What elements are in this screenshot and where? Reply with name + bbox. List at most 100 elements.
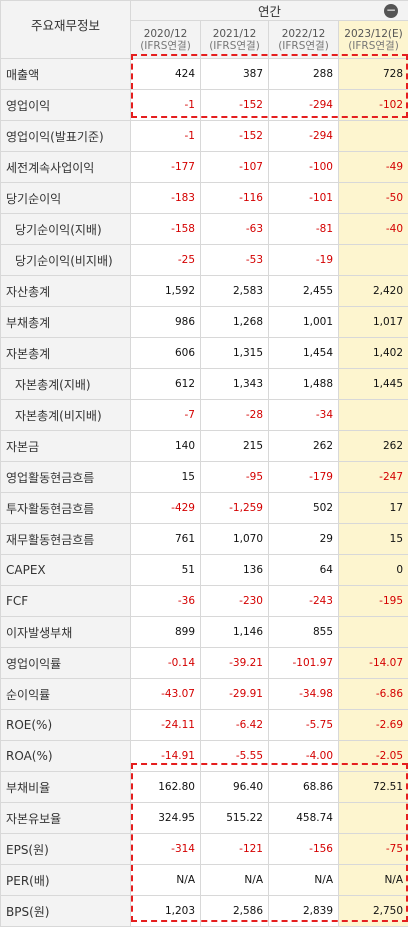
value-cell: -5.55 <box>201 741 269 772</box>
value-cell: 29 <box>269 524 339 555</box>
value-cell: 15 <box>339 524 408 555</box>
year-header: 2022/12(IFRS연결) <box>269 21 339 59</box>
value-cell: -247 <box>339 462 408 493</box>
year-header: 2023/12(E)(IFRS연결) <box>339 21 408 59</box>
value-cell: 606 <box>131 338 201 369</box>
value-cell: -5.75 <box>269 710 339 741</box>
value-cell: 1,268 <box>201 307 269 338</box>
value-cell <box>339 121 408 152</box>
value-cell: -25 <box>131 245 201 276</box>
row-label: 순이익률 <box>1 679 131 710</box>
row-net-income-noncontrolling: 당기순이익(비지배)-25-53-19 <box>1 245 408 276</box>
value-cell: -34.98 <box>269 679 339 710</box>
row-roa: ROA(%)-14.91-5.55-4.00-2.05 <box>1 741 408 772</box>
value-cell: -75 <box>339 834 408 865</box>
value-cell: 899 <box>131 617 201 648</box>
value-cell: -156 <box>269 834 339 865</box>
value-cell: -53 <box>201 245 269 276</box>
value-cell: 262 <box>339 431 408 462</box>
row-label: FCF <box>1 586 131 617</box>
value-cell: 1,146 <box>201 617 269 648</box>
value-cell: -24.11 <box>131 710 201 741</box>
row-label: EPS(원) <box>1 834 131 865</box>
value-cell: -2.05 <box>339 741 408 772</box>
value-cell: -183 <box>131 183 201 214</box>
row-label: 매출액 <box>1 59 131 90</box>
value-cell: -101 <box>269 183 339 214</box>
row-label: 영업이익률 <box>1 648 131 679</box>
value-cell: -152 <box>201 121 269 152</box>
row-label: 영업이익(발표기준) <box>1 121 131 152</box>
value-cell: 1,445 <box>339 369 408 400</box>
year-label: 2020/12 <box>133 28 198 40</box>
row-label: CAPEX <box>1 555 131 586</box>
row-label: 부채비율 <box>1 772 131 803</box>
row-label: 투자활동현금흐름 <box>1 493 131 524</box>
row-net-income-controlling: 당기순이익(지배)-158-63-81-40 <box>1 214 408 245</box>
value-cell: -36 <box>131 586 201 617</box>
value-cell: -95 <box>201 462 269 493</box>
value-cell: -102 <box>339 90 408 121</box>
value-cell: 1,017 <box>339 307 408 338</box>
value-cell: -6.42 <box>201 710 269 741</box>
value-cell: -63 <box>201 214 269 245</box>
value-cell: -81 <box>269 214 339 245</box>
value-cell: 2,583 <box>201 276 269 307</box>
value-cell: 262 <box>269 431 339 462</box>
value-cell: 68.86 <box>269 772 339 803</box>
period-header: 연간 − <box>131 1 408 21</box>
value-cell: 1,454 <box>269 338 339 369</box>
value-cell: -6.86 <box>339 679 408 710</box>
value-cell: -152 <box>201 90 269 121</box>
value-cell: 1,402 <box>339 338 408 369</box>
value-cell <box>339 245 408 276</box>
collapse-toggle-icon[interactable]: − <box>384 4 398 18</box>
year-header: 2020/12(IFRS연결) <box>131 21 201 59</box>
row-roe: ROE(%)-24.11-6.42-5.75-2.69 <box>1 710 408 741</box>
row-label: ROE(%) <box>1 710 131 741</box>
value-cell: 986 <box>131 307 201 338</box>
value-cell: 140 <box>131 431 201 462</box>
row-label: PER(배) <box>1 865 131 896</box>
row-eps: EPS(원)-314-121-156-75 <box>1 834 408 865</box>
row-label: 세전계속사업이익 <box>1 152 131 183</box>
year-label: 2023/12(E) <box>341 28 406 40</box>
row-operating-profit: 영업이익-1-152-294-102 <box>1 90 408 121</box>
value-cell: 0 <box>339 555 408 586</box>
accounting-basis-label: (IFRS연결) <box>341 40 406 52</box>
row-label: 자본총계(지배) <box>1 369 131 400</box>
value-cell: -28 <box>201 400 269 431</box>
accounting-basis-label: (IFRS연결) <box>203 40 266 52</box>
row-label: 부채총계 <box>1 307 131 338</box>
row-operating-margin: 영업이익률-0.14-39.21-101.97-14.07 <box>1 648 408 679</box>
value-cell: 1,343 <box>201 369 269 400</box>
value-cell: -243 <box>269 586 339 617</box>
value-cell: -4.00 <box>269 741 339 772</box>
value-cell: 612 <box>131 369 201 400</box>
value-cell: 64 <box>269 555 339 586</box>
value-cell: -49 <box>339 152 408 183</box>
value-cell: -1 <box>131 121 201 152</box>
value-cell: -107 <box>201 152 269 183</box>
row-label: 자본유보율 <box>1 803 131 834</box>
row-label: 자본총계 <box>1 338 131 369</box>
value-cell: -7 <box>131 400 201 431</box>
value-cell: 1,070 <box>201 524 269 555</box>
value-cell: 1,592 <box>131 276 201 307</box>
row-label: 영업활동현금흐름 <box>1 462 131 493</box>
value-cell: 288 <box>269 59 339 90</box>
row-label: 자본총계(비지배) <box>1 400 131 431</box>
